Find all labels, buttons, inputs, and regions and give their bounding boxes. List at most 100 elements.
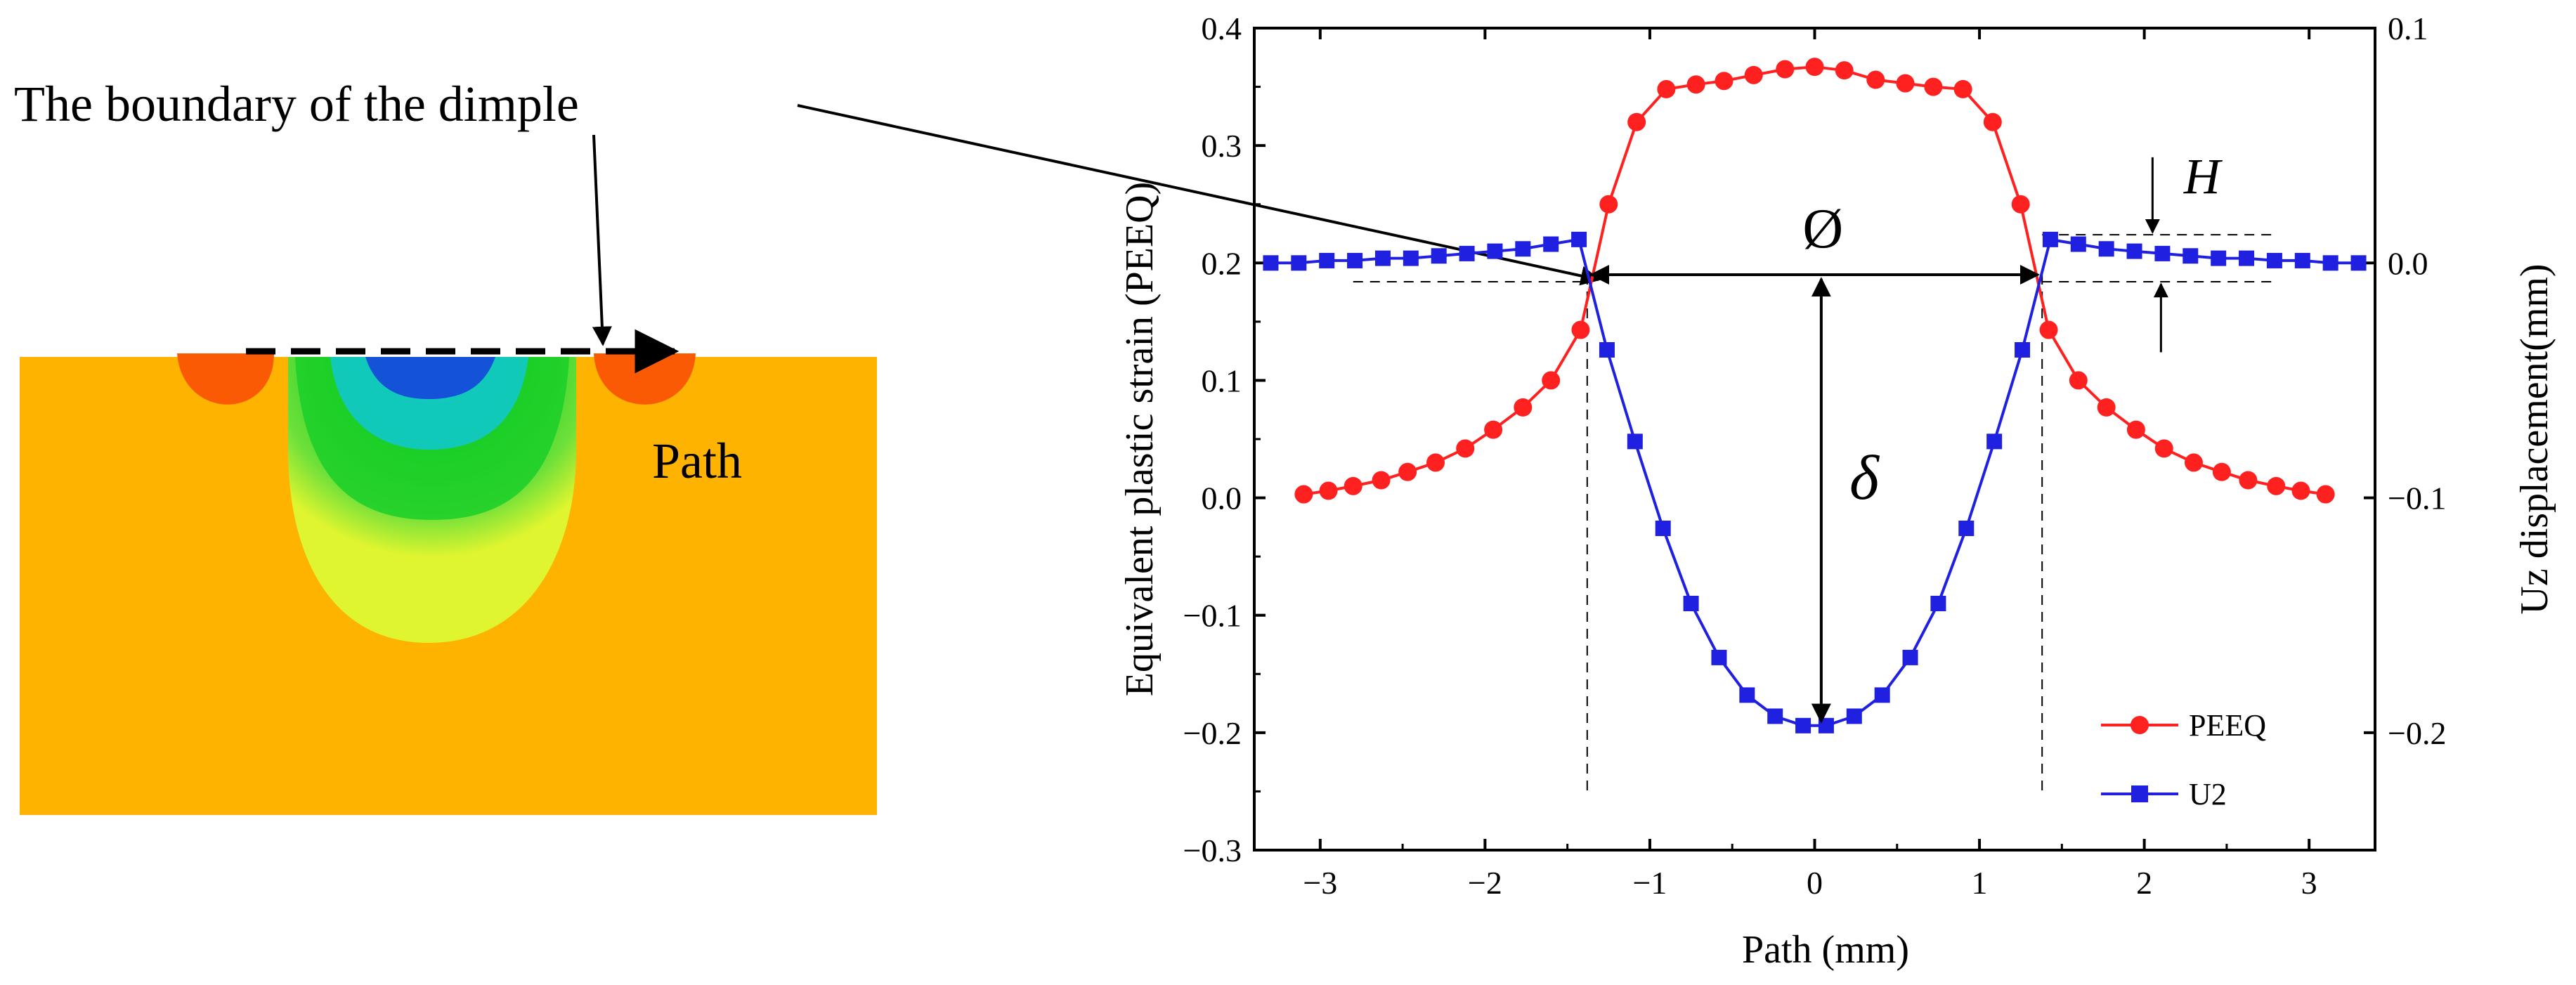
data-point-peeq <box>2212 462 2231 481</box>
data-point-peeq <box>1426 453 1445 472</box>
data-point-u2 <box>1347 252 1363 268</box>
y-left-tick-label: 0.2 <box>1202 245 1242 281</box>
data-point-peeq <box>1835 61 1854 80</box>
data-point-u2 <box>1627 433 1643 450</box>
data-point-peeq <box>2154 439 2173 458</box>
data-point-u2 <box>2154 245 2171 261</box>
data-point-peeq <box>1686 75 1705 94</box>
y-left-tick-label: −0.2 <box>1183 715 1242 751</box>
data-point-u2 <box>1711 649 1727 665</box>
data-point-u2 <box>1291 255 1307 271</box>
data-point-u2 <box>1515 241 1531 257</box>
y-axis-right-title: Uz displacement(mm) <box>2513 263 2556 614</box>
y-right-tick-label: −0.2 <box>2388 715 2446 751</box>
data-point-peeq <box>1294 485 1313 504</box>
data-point-peeq <box>1744 65 1763 84</box>
data-point-u2 <box>1319 252 1335 268</box>
data-point-peeq <box>1924 77 1943 96</box>
depth-symbol: δ <box>1849 443 1880 513</box>
y-axis-left: −0.3 −0.2 −0.1 0.0 0.1 0.2 0.3 0.4 <box>1183 11 1266 868</box>
data-point-peeq <box>2184 453 2203 472</box>
data-point-u2 <box>1543 236 1559 252</box>
y-axis-left-title: Equivalent plastic strain (PEEQ) <box>1118 182 1162 696</box>
x-tick-label: −3 <box>1303 865 1337 901</box>
contour-plot: The boundary of the dimple Path <box>14 76 877 815</box>
legend-peeq-label: PEEQ <box>2189 708 2266 743</box>
data-point-u2 <box>2266 252 2282 268</box>
y-left-tick-label: 0.3 <box>1202 128 1242 164</box>
data-point-peeq <box>1627 112 1646 131</box>
height-symbol: H <box>2183 148 2223 204</box>
data-point-peeq <box>2011 195 2030 214</box>
legend: PEEQ U2 <box>2101 708 2266 811</box>
data-point-peeq <box>1776 60 1795 79</box>
data-point-peeq <box>1398 462 1417 481</box>
data-point-peeq <box>2316 485 2335 504</box>
y-right-tick-label: 0.1 <box>2388 11 2428 46</box>
x-tick-label: −2 <box>1468 865 1502 901</box>
data-point-peeq <box>2126 420 2145 439</box>
data-point-u2 <box>1599 341 1615 358</box>
data-point-u2 <box>2294 252 2310 268</box>
y-left-tick-label: −0.1 <box>1183 598 1242 634</box>
x-tick-label: 1 <box>1972 865 1988 901</box>
data-point-peeq <box>1484 420 1503 439</box>
data-point-u2 <box>1487 243 1503 259</box>
data-point-peeq <box>1372 471 1391 490</box>
y-left-tick-label: 0.1 <box>1202 363 1242 398</box>
diameter-symbol: Ø <box>1802 198 1843 260</box>
data-point-u2 <box>1874 687 1890 703</box>
data-point-peeq <box>1319 481 1338 500</box>
data-point-peeq <box>1715 72 1733 91</box>
data-point-peeq <box>2039 320 2058 339</box>
path-label: Path <box>652 433 742 489</box>
data-point-u2 <box>2211 250 2227 266</box>
data-point-peeq <box>1514 398 1533 417</box>
data-point-peeq <box>1866 70 1885 89</box>
data-point-peeq <box>2267 476 2286 495</box>
data-point-peeq <box>1571 320 1590 339</box>
data-point-peeq <box>1953 79 1972 98</box>
legend-u2-marker <box>2131 785 2148 802</box>
data-point-peeq <box>1983 112 2002 131</box>
data-point-peeq <box>2069 371 2088 390</box>
data-point-u2 <box>1986 433 2003 450</box>
series-line-peeq <box>1303 65 2326 496</box>
data-point-peeq <box>2239 471 2258 490</box>
legend-peeq-marker <box>2131 716 2149 734</box>
y-left-tick-label: −0.3 <box>1183 833 1242 868</box>
data-point-u2 <box>1846 708 1862 724</box>
data-point-u2 <box>1263 255 1279 271</box>
data-point-u2 <box>1655 521 1671 537</box>
data-point-u2 <box>1958 521 1975 537</box>
x-tick-label: 3 <box>2301 865 2317 901</box>
boundary-pointer-arrow <box>592 134 612 346</box>
data-point-u2 <box>2098 241 2114 257</box>
x-axis-title: Path (mm) <box>1742 928 1909 972</box>
data-point-u2 <box>2070 236 2086 252</box>
data-point-u2 <box>1902 649 1918 665</box>
data-point-u2 <box>2126 243 2142 259</box>
blue-zone <box>365 357 495 399</box>
data-point-u2 <box>1403 250 1419 266</box>
x-axis: −3 −2 −1 0 1 2 3 <box>1303 28 2317 901</box>
data-point-u2 <box>1767 708 1783 724</box>
data-point-u2 <box>1739 687 1755 703</box>
x-tick-label: 0 <box>1807 865 1823 901</box>
data-point-u2 <box>1374 250 1391 266</box>
y-left-tick-label: 0.4 <box>1202 11 1242 46</box>
data-point-peeq <box>1805 58 1824 77</box>
data-point-peeq <box>1542 371 1561 390</box>
y-left-tick-label: 0.0 <box>1202 481 1242 516</box>
dimension-arrows: Øδ H <box>1589 148 2223 724</box>
data-point-peeq <box>1657 79 1676 98</box>
data-point-u2 <box>1571 231 1587 247</box>
x-tick-label: 2 <box>2136 865 2152 901</box>
y-right-tick-label: 0.0 <box>2388 245 2428 281</box>
data-point-peeq <box>2291 481 2310 500</box>
data-point-u2 <box>2350 255 2367 271</box>
data-point-u2 <box>2042 231 2058 247</box>
dimension-guides <box>1353 234 2277 794</box>
